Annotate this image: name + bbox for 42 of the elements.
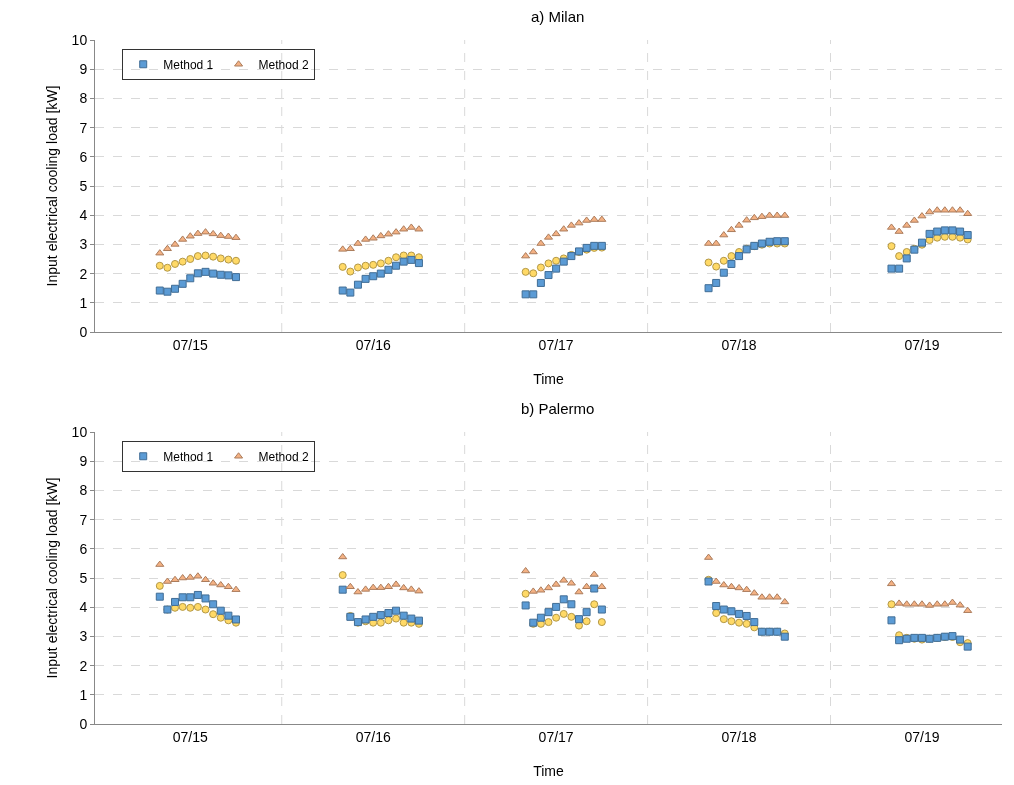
- y-tick-label: 9: [79, 453, 88, 470]
- x-tick-label: 07/16: [355, 336, 391, 353]
- legend-label: Method 1: [163, 57, 214, 72]
- x-axis-title: Time: [533, 371, 565, 387]
- y-tick-label: 0: [79, 715, 88, 732]
- y-tick-label: 0: [79, 323, 88, 340]
- legend-label: Method 2: [258, 57, 309, 72]
- x-tick-label: 07/15: [172, 728, 208, 745]
- x-tick-label: 07/18: [721, 728, 757, 745]
- y-tick-label: 3: [79, 236, 88, 253]
- y-tick-label: 1: [79, 294, 88, 311]
- x-tick-label: 07/17: [538, 728, 574, 745]
- y-tick-label: 4: [79, 599, 88, 616]
- y-tick-label: 8: [79, 482, 88, 499]
- x-tick-label: 07/19: [904, 336, 940, 353]
- legend-label: Method 1: [163, 449, 214, 464]
- x-tick-label: 07/15: [172, 336, 208, 353]
- y-tick-label: 10: [71, 423, 88, 440]
- y-tick-label: 4: [79, 207, 88, 224]
- y-tick-label: 6: [79, 540, 88, 557]
- y-tick-label: 2: [79, 657, 88, 674]
- y-tick-label: 5: [79, 569, 88, 586]
- x-tick-label: 07/17: [538, 336, 574, 353]
- x-tick-label: 07/16: [355, 728, 391, 745]
- y-tick-label: 3: [79, 628, 88, 645]
- y-tick-label: 7: [79, 119, 88, 136]
- y-tick-label: 6: [79, 148, 88, 165]
- y-tick-label: 1: [79, 686, 88, 703]
- legend-label: Method 2: [258, 449, 309, 464]
- x-axis-title: Time: [533, 763, 565, 779]
- y-tick-label: 10: [71, 31, 88, 48]
- y-tick-label: 5: [79, 177, 88, 194]
- y-tick-label: 7: [79, 511, 88, 528]
- x-tick-label: 07/18: [721, 336, 757, 353]
- y-axis-title: Input electrical cooling load [kW]: [44, 477, 60, 679]
- chart-title: b) Palermo: [521, 400, 595, 418]
- y-tick-label: 9: [79, 61, 88, 78]
- y-tick-label: 2: [79, 265, 88, 282]
- y-axis-title: Input electrical cooling load [kW]: [44, 85, 60, 287]
- x-tick-label: 07/19: [904, 728, 940, 745]
- chart-title: a) Milan: [531, 8, 585, 26]
- y-tick-label: 8: [79, 90, 88, 107]
